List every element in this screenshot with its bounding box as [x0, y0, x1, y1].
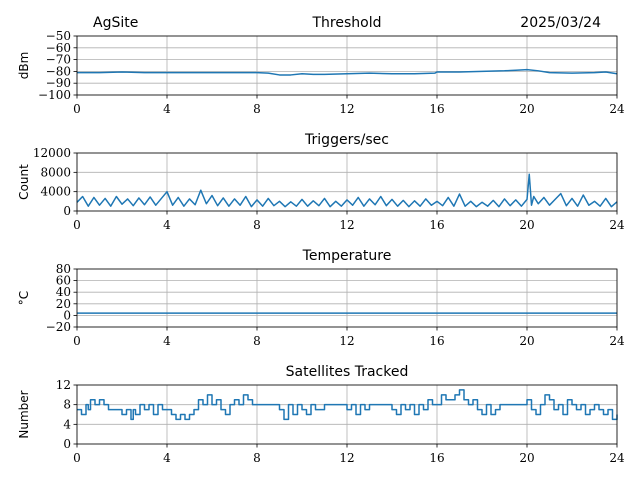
y-tick-label: −60	[46, 41, 71, 55]
y-tick-label: 80	[56, 262, 71, 276]
chart-title: Temperature	[302, 248, 392, 264]
x-tick-label: 20	[519, 334, 534, 348]
x-tick-label: 24	[609, 102, 625, 116]
x-tick-label: 24	[609, 218, 625, 232]
chart-title: Threshold	[312, 15, 382, 31]
x-tick-label: 8	[253, 102, 261, 116]
y-tick-label: −20	[46, 320, 71, 334]
y-tick-label: −100	[38, 88, 71, 102]
y-axis-label: Count	[17, 164, 31, 200]
y-axis-label: °C	[17, 291, 31, 305]
y-tick-label: 0	[63, 437, 71, 451]
chart-panel-4: 0 4 8 12 16 20 24 0 4 8 12 Satellites Tracked Number	[17, 364, 625, 465]
chart-panel-1: 0 4 8 12 16 20 24 −100−90−80−70−60−50 Threshold d…	[17, 15, 625, 116]
y-tick-label: 4000	[40, 185, 71, 199]
x-tick-label: 4	[163, 334, 171, 348]
x-tick-label: 20	[519, 451, 534, 465]
x-tick-label: 24	[609, 334, 625, 348]
x-tick-label: 12	[339, 451, 354, 465]
chart-title: Triggers/sec	[304, 132, 389, 148]
x-tick-label: 16	[429, 102, 444, 116]
x-tick-label: 8	[253, 451, 261, 465]
y-tick-label: 0	[63, 308, 71, 322]
x-tick-label: 16	[429, 451, 444, 465]
y-tick-label: 40	[56, 285, 71, 299]
x-tick-label: 20	[519, 102, 534, 116]
y-tick-label: −70	[46, 53, 71, 67]
series-line-4-1	[77, 389, 618, 421]
chart-title: Satellites Tracked	[286, 364, 409, 380]
x-tick-label: 0	[73, 102, 81, 116]
series-line-1-1	[77, 68, 618, 76]
y-tick-label: 20	[56, 297, 71, 311]
x-tick-label: 16	[429, 218, 444, 232]
y-axis-label: Number	[17, 390, 31, 438]
x-tick-label: 8	[253, 334, 261, 348]
y-tick-label: 12000	[33, 146, 71, 160]
date-label: 2025/03/24	[520, 15, 601, 31]
x-tick-label: 4	[163, 102, 171, 116]
y-tick-label: 60	[56, 274, 71, 288]
x-tick-label: 12	[339, 218, 354, 232]
x-tick-label: 0	[73, 451, 81, 465]
x-tick-label: 0	[73, 218, 81, 232]
x-tick-label: 16	[429, 334, 444, 348]
x-tick-label: 24	[609, 451, 625, 465]
y-tick-label: −80	[46, 64, 71, 78]
x-tick-label: 4	[163, 451, 171, 465]
y-tick-label: −90	[46, 76, 71, 90]
x-tick-label: 12	[339, 334, 354, 348]
series-line-2-1	[76, 173, 618, 208]
y-axis-label: dBm	[17, 52, 31, 80]
y-tick-label: −50	[46, 29, 71, 43]
x-tick-label: 12	[339, 102, 354, 116]
y-tick-label: 8	[63, 398, 71, 412]
chart-panel-2: 0 4 8 12 16 20 24 0 4000 8000 12000 Triggers/sec Cou…	[17, 132, 625, 232]
site-label: AgSite	[93, 15, 138, 31]
y-tick-label: 8000	[40, 165, 71, 179]
y-tick-label: 4	[63, 417, 71, 431]
y-tick-label: 12	[56, 378, 71, 392]
x-tick-label: 4	[163, 218, 171, 232]
x-tick-label: 0	[73, 334, 81, 348]
x-tick-label: 20	[519, 218, 534, 232]
x-tick-label: 8	[253, 218, 261, 232]
y-tick-label: 0	[63, 204, 71, 218]
